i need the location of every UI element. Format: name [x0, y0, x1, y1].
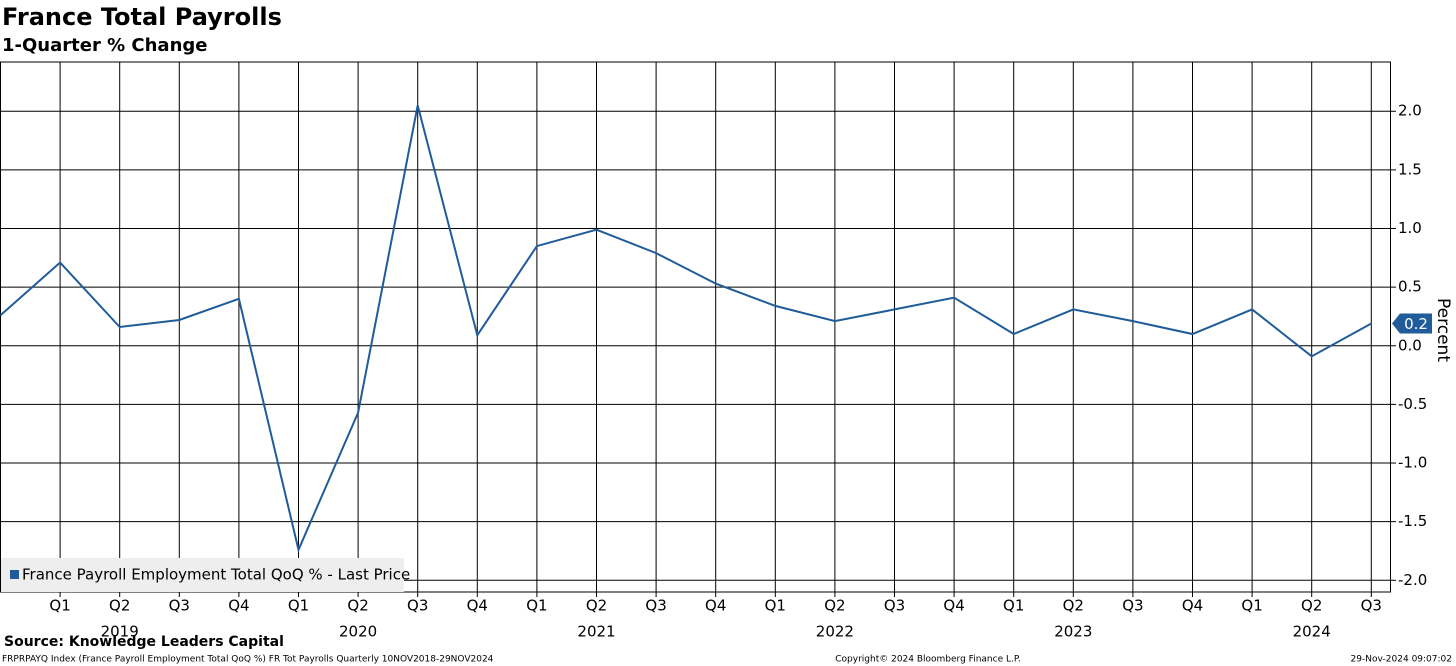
x-tick-label: Q2: [586, 597, 607, 615]
x-tick-label: Q1: [526, 597, 547, 615]
x-tick-label: Q1: [288, 597, 309, 615]
x-tick-label: Q3: [407, 597, 428, 615]
y-tick-label: -0.5: [1398, 395, 1427, 413]
x-year-label: 2019: [101, 623, 139, 641]
x-tick-label: Q4: [228, 597, 249, 615]
x-tick-label: Q4: [943, 597, 964, 615]
source: Source: Knowledge Leaders Capital: [4, 634, 284, 650]
last-value-tag: [1392, 313, 1432, 334]
x-tick-label: Q2: [347, 597, 368, 615]
value-label: 0.2: [1404, 315, 1428, 333]
legend-swatch: [10, 570, 19, 579]
x-tick-label: Q1: [1003, 597, 1024, 615]
x-tick-label: Q3: [169, 597, 190, 615]
legend-label: France Payroll Employment Total QoQ % - …: [22, 566, 410, 584]
y-tick-label: -1.0: [1398, 454, 1427, 472]
y-tick-label: -1.5: [1398, 512, 1427, 530]
x-tick-label: Q2: [1063, 597, 1084, 615]
chart-subtitle: 1-Quarter % Change: [2, 35, 207, 56]
x-tick-label: Q3: [1361, 597, 1382, 615]
footer-right: 29-Nov-2024 09:07:02: [1351, 655, 1452, 665]
y-tick-label: 0.0: [1398, 336, 1422, 354]
chart-title: France Total Payrolls: [2, 3, 282, 31]
legend-box: [1, 558, 404, 592]
x-tick-label: Q4: [1182, 597, 1203, 615]
footer-center: Copyright© 2024 Bloomberg Finance L.P.: [835, 655, 1020, 665]
x-year-label: 2021: [577, 623, 615, 641]
x-tick-label: Q4: [705, 597, 726, 615]
y-tick-label: 0.5: [1398, 278, 1422, 296]
x-tick-label: Q3: [884, 597, 905, 615]
y-tick-label: 1.5: [1398, 160, 1422, 178]
footer-left: FRPRPAYQ Index (France Payroll Employmen…: [2, 655, 494, 665]
x-tick-label: Q3: [1122, 597, 1143, 615]
x-year-label: 2023: [1054, 623, 1092, 641]
x-year-label: 2024: [1293, 623, 1331, 641]
x-tick-label: Q1: [765, 597, 786, 615]
x-tick-label: Q1: [49, 597, 70, 615]
x-tick-label: Q2: [109, 597, 130, 615]
series-line: [0, 105, 1372, 553]
y-axis-label: Percent: [1433, 298, 1453, 362]
y-tick-label: 1.0: [1398, 219, 1422, 237]
y-tick-label: -2.0: [1398, 571, 1427, 589]
x-year-label: 2022: [816, 623, 854, 641]
x-tick-label: Q3: [645, 597, 666, 615]
x-tick-label: Q2: [824, 597, 845, 615]
plot-frame: [0, 61, 1391, 593]
x-year-label: 2020: [339, 623, 377, 641]
y-tick-label: 2.0: [1398, 102, 1422, 120]
x-tick-label: Q1: [1241, 597, 1262, 615]
x-tick-label: Q2: [1301, 597, 1322, 615]
x-tick-label: Q4: [467, 597, 488, 615]
